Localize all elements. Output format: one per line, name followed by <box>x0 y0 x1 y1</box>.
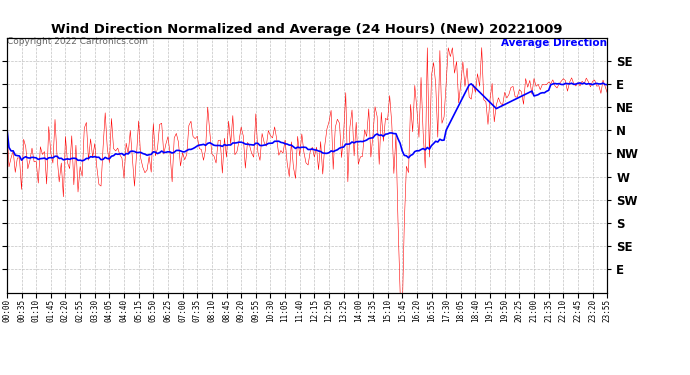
Text: Copyright 2022 Cartronics.com: Copyright 2022 Cartronics.com <box>7 38 148 46</box>
Text: Average Direction: Average Direction <box>501 38 607 48</box>
Title: Wind Direction Normalized and Average (24 Hours) (New) 20221009: Wind Direction Normalized and Average (2… <box>51 23 563 36</box>
